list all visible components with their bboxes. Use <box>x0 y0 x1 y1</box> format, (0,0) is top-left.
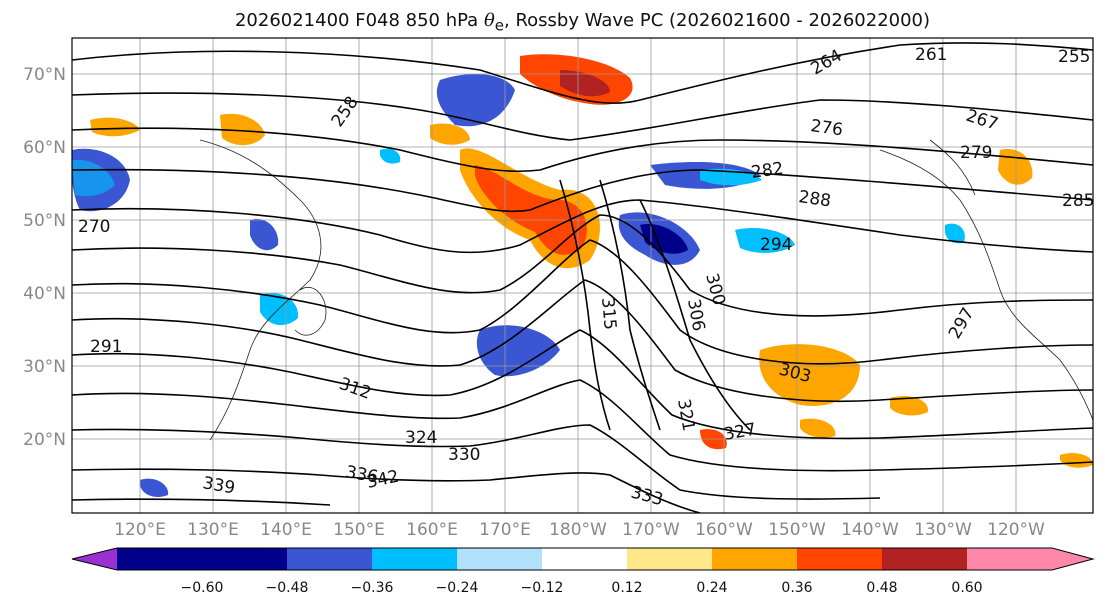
longitude-label: 120°W <box>987 520 1045 540</box>
colorbar-extend-high <box>1052 548 1093 570</box>
latitude-label: 60°N <box>23 138 66 158</box>
colorbar-tick: 0.60 <box>951 580 982 596</box>
colorbar-bin <box>372 548 457 570</box>
longitude-label: 170°W <box>622 520 680 540</box>
latitude-axis: 70°N 60°N 50°N 40°N 30°N 20°N <box>23 65 66 450</box>
colorbar-bin <box>882 548 967 570</box>
colorbar-tick: −0.24 <box>436 580 479 596</box>
contour-label: 315 <box>597 297 620 331</box>
colorbar-tick: −0.60 <box>181 580 224 596</box>
colorbar-outline <box>71 547 1095 571</box>
longitude-label: 130°E <box>187 520 239 540</box>
colorbar-bin <box>967 548 1052 570</box>
colorbar-tick: −0.12 <box>521 580 564 596</box>
longitude-label: 150°W <box>768 520 826 540</box>
latitude-label: 40°N <box>23 284 66 304</box>
colorbar-extend-low <box>72 548 117 570</box>
map-frame <box>71 37 1094 514</box>
theta-subscript: e <box>494 16 505 35</box>
contour-label: 324 <box>405 428 437 448</box>
colorbar-bin <box>457 548 542 570</box>
latitude-label: 50°N <box>23 211 66 231</box>
contour-label: 330 <box>448 445 480 465</box>
map-plot-area: 255 258 261 264 267 270 276 279 282 285 … <box>72 38 1094 513</box>
colorbar-bin <box>542 548 627 570</box>
title-suffix: , Rossby Wave PC (2026021600 - 202602200… <box>504 10 931 31</box>
contour-label: 285 <box>1062 191 1094 211</box>
contour-label: 288 <box>797 187 832 211</box>
longitude-label: 160°W <box>695 520 753 540</box>
graticule <box>72 38 1093 513</box>
longitude-label: 130°W <box>914 520 972 540</box>
latitude-label: 30°N <box>23 357 66 377</box>
theta-e-contours <box>72 42 1093 513</box>
longitude-label: 150°E <box>333 520 385 540</box>
colorbar-bin <box>712 548 797 570</box>
contour-label: 270 <box>78 217 110 237</box>
contour-label: 291 <box>90 337 122 357</box>
map-title: 2026021400 F048 850 hPa θe, Rossby Wave … <box>0 10 1105 35</box>
latitude-label: 70°N <box>23 65 66 85</box>
contour-label: 279 <box>960 143 992 163</box>
contour-labels: 255 258 261 264 267 270 276 279 282 285 … <box>78 45 1094 510</box>
longitude-label: 140°E <box>260 520 312 540</box>
longitude-label: 120°E <box>114 520 166 540</box>
coastlines <box>199 139 1093 441</box>
contour-label: 294 <box>760 235 792 255</box>
colorbar: −0.60 −0.48 −0.36 −0.24 −0.12 0.12 0.24 … <box>71 547 1095 596</box>
latitude-label: 20°N <box>23 430 66 450</box>
contour-label: 255 <box>1058 47 1090 67</box>
colorbar-tick: 0.36 <box>781 580 812 596</box>
longitude-axis: 120°E 130°E 140°E 150°E 160°E 170°E 180°… <box>114 520 1045 540</box>
contour-label: 282 <box>750 159 785 183</box>
colorbar-tick: −0.36 <box>351 580 394 596</box>
colorbar-bin <box>117 548 202 570</box>
theta-symbol: θ <box>483 10 495 31</box>
colorbar-tick: 0.12 <box>611 580 642 596</box>
contour-label: 261 <box>915 45 947 65</box>
colorbar-tick: 0.24 <box>696 580 727 596</box>
colorbar-tick: 0.48 <box>866 580 897 596</box>
contour-label: 276 <box>809 116 844 140</box>
colorbar-bin <box>627 548 712 570</box>
title-prefix: 2026021400 F048 850 hPa <box>234 10 484 31</box>
colorbar-tick: −0.48 <box>266 580 309 596</box>
longitude-label: 180°W <box>549 520 607 540</box>
colorbar-bin <box>202 548 287 570</box>
longitude-label: 160°E <box>406 520 458 540</box>
colorbar-bin <box>287 548 372 570</box>
longitude-label: 170°E <box>479 520 531 540</box>
colorbar-bin <box>797 548 882 570</box>
longitude-label: 140°W <box>841 520 899 540</box>
